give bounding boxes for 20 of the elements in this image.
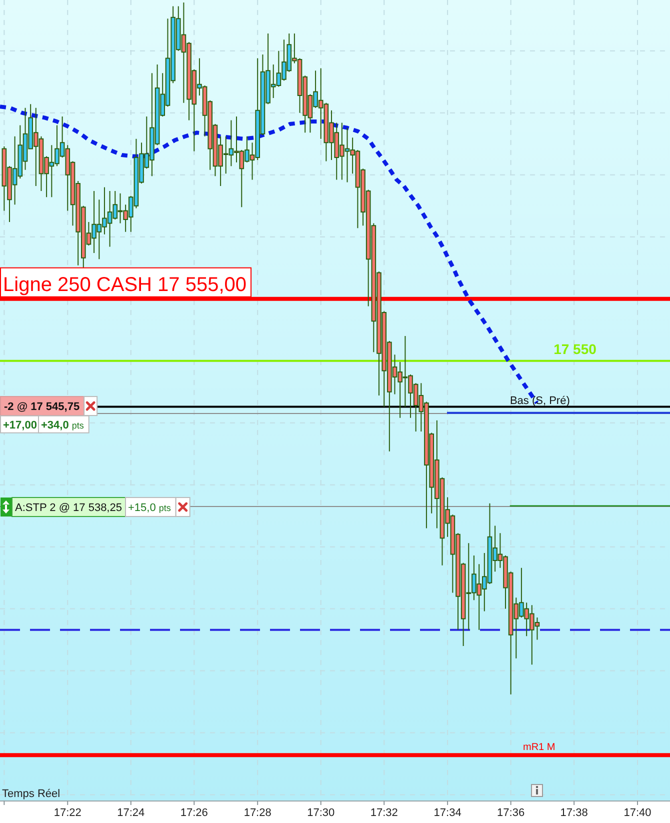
annotation: Temps Réel [2, 788, 60, 800]
annotation: +17,00 [3, 419, 37, 432]
x-tick-label: 17:40 [624, 806, 652, 819]
x-tick-label: 17:22 [54, 806, 82, 819]
x-tick-label: 17:38 [560, 806, 588, 819]
ref-line-label: mR1 M [523, 742, 556, 754]
annotation: +34,0 pts [41, 419, 84, 432]
ref-line-label: 17 550 [554, 340, 597, 357]
ref-line-label: A:STP 2 @ 17 538,25 [15, 502, 122, 514]
x-tick-label: 17:36 [497, 806, 525, 819]
x-tick-label: 17:30 [307, 806, 335, 819]
ref-line-label: Ligne 250 CASH 17 555,00 [3, 274, 247, 296]
x-tick-label: 17:24 [117, 806, 145, 819]
series-label: Bas (S, Pré) [510, 394, 570, 407]
ref-line-label: -2 @ 17 545,75 [4, 401, 80, 414]
x-tick-label: 17:28 [244, 806, 272, 819]
annotation: +15,0 pts [128, 502, 172, 514]
x-tick-label: 17:32 [370, 806, 398, 819]
x-tick-label: 17:34 [434, 806, 462, 819]
x-tick-label: 17:26 [180, 806, 208, 819]
